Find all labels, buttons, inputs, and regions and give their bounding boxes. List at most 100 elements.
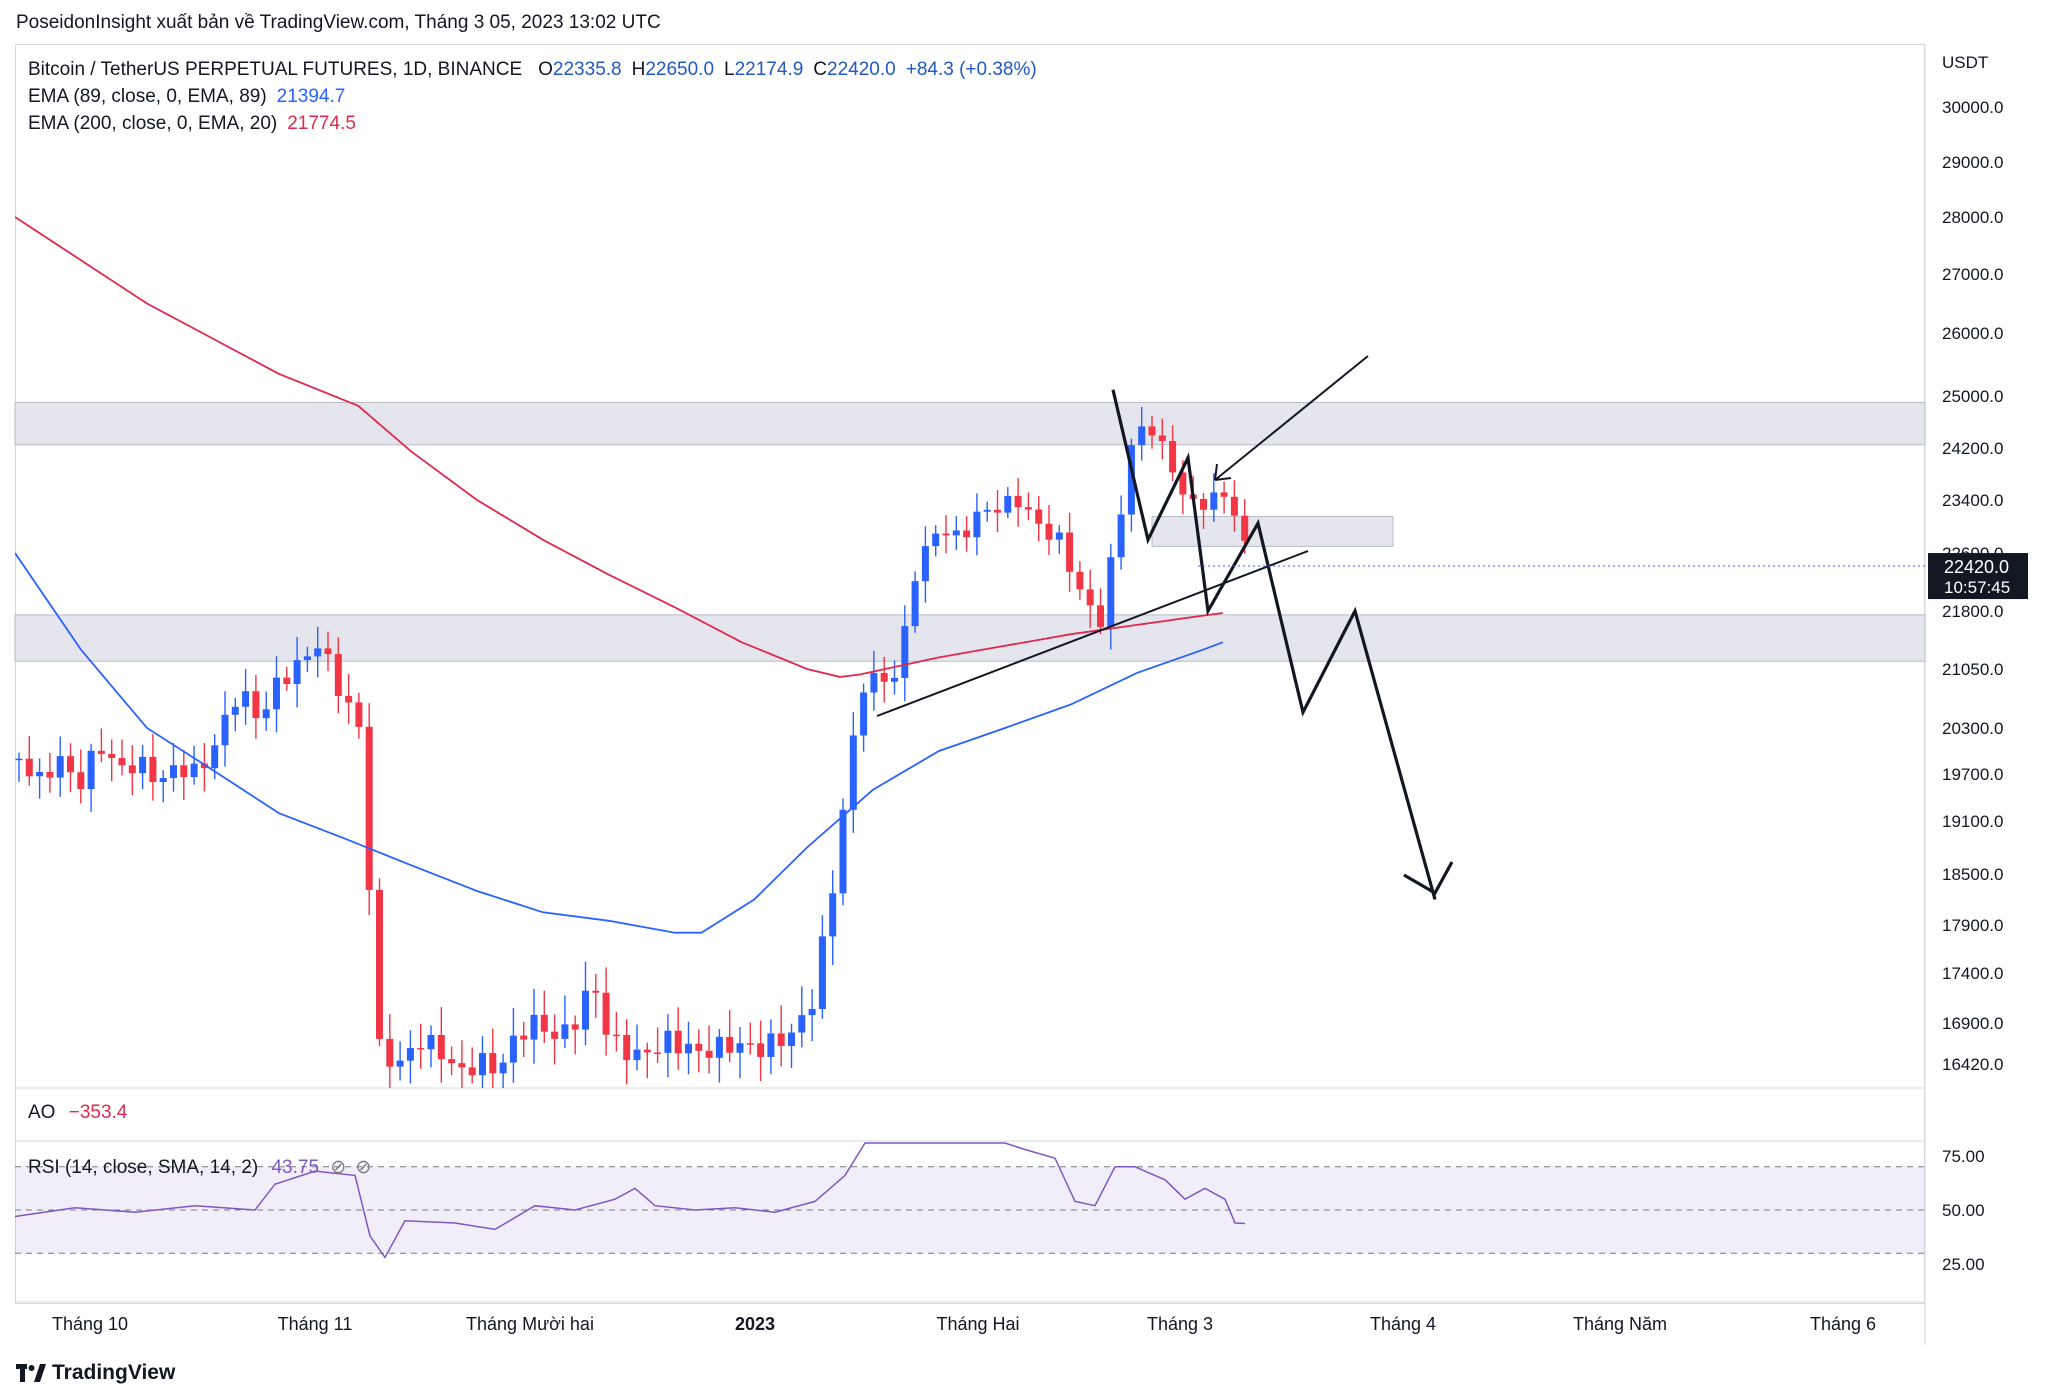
candle[interactable] xyxy=(355,702,363,727)
candle[interactable] xyxy=(273,677,280,710)
candle[interactable] xyxy=(1086,589,1094,606)
candle[interactable] xyxy=(139,756,147,774)
candle[interactable] xyxy=(695,1043,703,1051)
candle[interactable] xyxy=(973,511,981,538)
candle[interactable] xyxy=(561,1024,569,1039)
candle[interactable] xyxy=(1066,532,1074,572)
candle[interactable] xyxy=(1117,514,1125,558)
support-resistance-zone[interactable] xyxy=(14,402,1926,446)
candle[interactable] xyxy=(612,1034,620,1037)
candle[interactable] xyxy=(242,691,250,707)
candle[interactable] xyxy=(777,1033,785,1046)
candle[interactable] xyxy=(87,750,95,790)
candle[interactable] xyxy=(1107,557,1115,627)
candle[interactable] xyxy=(211,745,219,769)
candle[interactable] xyxy=(1220,492,1228,497)
candle[interactable] xyxy=(1169,441,1177,473)
ema200-line[interactable] xyxy=(15,216,1223,678)
ema89-label[interactable]: EMA (89, close, 0, EMA, 89) xyxy=(28,86,267,107)
candle[interactable] xyxy=(468,1067,476,1076)
candle[interactable] xyxy=(726,1036,734,1053)
candle[interactable] xyxy=(530,1014,538,1040)
candle[interactable] xyxy=(952,530,960,536)
candle[interactable] xyxy=(1179,472,1187,495)
candle[interactable] xyxy=(767,1033,775,1057)
candle[interactable] xyxy=(654,1052,662,1055)
support-resistance-zone[interactable] xyxy=(1151,516,1394,547)
candle[interactable] xyxy=(633,1049,641,1061)
candle[interactable] xyxy=(437,1034,445,1060)
candle[interactable] xyxy=(489,1053,497,1074)
candle[interactable] xyxy=(231,706,239,715)
symbol-title[interactable]: Bitcoin / TetherUS PERPETUAL FUTURES, 1D… xyxy=(28,59,523,80)
candle[interactable] xyxy=(685,1043,692,1054)
candle[interactable] xyxy=(643,1049,651,1053)
candle[interactable] xyxy=(108,753,116,759)
candle[interactable] xyxy=(1045,523,1053,540)
projection-path[interactable] xyxy=(1111,389,1437,900)
candle[interactable] xyxy=(427,1034,435,1050)
candle[interactable] xyxy=(1230,496,1238,516)
candle[interactable] xyxy=(520,1035,528,1040)
ema89-line[interactable] xyxy=(15,552,1224,934)
support-resistance-zone[interactable] xyxy=(14,614,1926,662)
candle[interactable] xyxy=(365,726,373,890)
hidden-eye-icon[interactable]: ⊘ xyxy=(330,1157,347,1178)
candle[interactable] xyxy=(190,763,198,778)
candle[interactable] xyxy=(808,1008,816,1016)
candle[interactable] xyxy=(1097,605,1104,627)
candle[interactable] xyxy=(180,765,188,778)
candle[interactable] xyxy=(880,672,888,682)
candle[interactable] xyxy=(891,677,898,682)
candle[interactable] xyxy=(932,533,940,547)
candle[interactable] xyxy=(283,677,291,685)
candle[interactable] xyxy=(303,656,311,661)
candle[interactable] xyxy=(1055,532,1063,540)
candle[interactable] xyxy=(839,809,847,894)
annotation-arrow-line[interactable] xyxy=(1214,355,1369,481)
candle[interactable] xyxy=(499,1062,507,1074)
candle[interactable] xyxy=(623,1035,631,1061)
candle[interactable] xyxy=(509,1035,517,1063)
candle[interactable] xyxy=(582,990,589,1030)
candle[interactable] xyxy=(417,1048,425,1050)
candle[interactable] xyxy=(252,691,260,719)
candle[interactable] xyxy=(818,936,826,1009)
candle[interactable] xyxy=(1138,426,1146,446)
rsi-legend[interactable]: RSI (14, close, SMA, 14, 2) 43.75 ⊘ ⊘ xyxy=(28,1156,371,1179)
candle[interactable] xyxy=(746,1043,754,1045)
candle[interactable] xyxy=(221,714,229,746)
candle[interactable] xyxy=(1200,498,1207,510)
candle[interactable] xyxy=(1158,435,1166,442)
candle[interactable] xyxy=(77,772,85,790)
candle[interactable] xyxy=(983,509,991,512)
hidden-eye-icon[interactable]: ⊘ xyxy=(355,1157,372,1178)
candle[interactable] xyxy=(314,648,322,657)
candle[interactable] xyxy=(67,756,74,773)
candle[interactable] xyxy=(293,660,301,685)
rsi-line[interactable] xyxy=(14,1142,1246,1259)
candle[interactable] xyxy=(1076,571,1084,590)
candle[interactable] xyxy=(942,533,950,536)
candle[interactable] xyxy=(849,735,857,810)
candle[interactable] xyxy=(386,1038,394,1067)
candle[interactable] xyxy=(448,1059,456,1064)
candle[interactable] xyxy=(15,758,23,761)
candle[interactable] xyxy=(860,692,868,736)
candle[interactable] xyxy=(262,709,270,719)
candle[interactable] xyxy=(458,1063,466,1068)
candle[interactable] xyxy=(479,1053,486,1076)
candle[interactable] xyxy=(36,772,44,777)
candle[interactable] xyxy=(602,992,610,1035)
candle[interactable] xyxy=(334,654,342,696)
candle[interactable] xyxy=(911,581,919,627)
candle[interactable] xyxy=(406,1048,414,1061)
candle[interactable] xyxy=(901,626,909,678)
candle[interactable] xyxy=(1004,495,1012,513)
candle[interactable] xyxy=(128,765,136,774)
candle[interactable] xyxy=(200,763,208,769)
candle[interactable] xyxy=(1210,492,1218,510)
candle[interactable] xyxy=(376,889,383,1039)
candle[interactable] xyxy=(345,695,353,703)
